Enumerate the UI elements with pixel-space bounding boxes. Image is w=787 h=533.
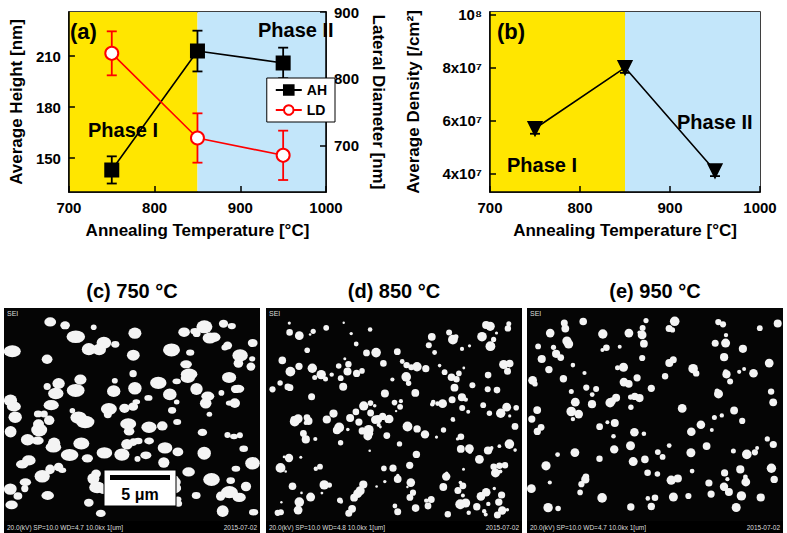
svg-text:700: 700: [56, 199, 81, 216]
svg-text:900: 900: [334, 4, 359, 21]
svg-text:20.0(kV) SP=10.0 WD=4.7 10.0kx: 20.0(kV) SP=10.0 WD=4.7 10.0kx 1[um]: [530, 524, 646, 532]
svg-text:900: 900: [657, 199, 682, 216]
svg-text:700: 700: [334, 137, 359, 154]
svg-text:Phase II: Phase II: [677, 111, 753, 133]
svg-text:2015-07-02: 2015-07-02: [486, 524, 520, 531]
svg-text:Annealing Temperature [°C]: Annealing Temperature [°C]: [86, 221, 310, 240]
svg-text:210: 210: [36, 48, 61, 65]
svg-text:20.0(kV) SP=10.0 WD=4.7 10.0kx: 20.0(kV) SP=10.0 WD=4.7 10.0kx 1[um]: [7, 524, 123, 532]
svg-text:1000: 1000: [309, 199, 342, 216]
svg-text:SEI: SEI: [7, 310, 18, 317]
svg-text:Lateral Diameter [nm]: Lateral Diameter [nm]: [369, 15, 388, 190]
svg-text:SEI: SEI: [530, 310, 541, 317]
svg-text:2015-07-02: 2015-07-02: [747, 524, 781, 531]
svg-text:SEI: SEI: [269, 310, 280, 317]
svg-text:5 μm: 5 μm: [121, 486, 158, 503]
svg-text:1000: 1000: [743, 199, 776, 216]
svg-text:20.0(kV) SP=10.0 WD=4.8 10.0kx: 20.0(kV) SP=10.0 WD=4.8 10.0kx 1[um]: [269, 524, 385, 532]
svg-text:900: 900: [228, 199, 253, 216]
svg-text:Annealing Temperature [°C]: Annealing Temperature [°C]: [513, 221, 737, 240]
svg-text:800: 800: [142, 199, 167, 216]
svg-text:10⁸: 10⁸: [458, 6, 482, 23]
svg-text:2015-07-02: 2015-07-02: [224, 524, 258, 531]
html-text:(e) 950 °C: (e) 950 °C: [609, 280, 701, 302]
svg-text:8x10⁷: 8x10⁷: [442, 59, 482, 76]
svg-text:(b): (b): [497, 19, 525, 44]
svg-text:Phase I: Phase I: [507, 154, 577, 176]
svg-text:6x10⁷: 6x10⁷: [442, 112, 482, 129]
svg-text:(a): (a): [70, 19, 97, 44]
svg-text:700: 700: [477, 199, 502, 216]
svg-text:800: 800: [334, 70, 359, 87]
svg-text:800: 800: [567, 199, 592, 216]
svg-text:4x10⁷: 4x10⁷: [442, 165, 482, 182]
svg-text:LD: LD: [307, 102, 326, 118]
svg-text:Average Height [nm]: Average Height [nm]: [7, 19, 26, 185]
svg-text:180: 180: [36, 99, 61, 116]
svg-text:Average Density [/cm²]: Average Density [/cm²]: [404, 10, 423, 194]
svg-text:Phase II: Phase II: [258, 19, 334, 41]
svg-text:AH: AH: [307, 82, 327, 98]
svg-text:Phase I: Phase I: [88, 119, 158, 141]
svg-text:150: 150: [36, 150, 61, 167]
html-text:(d) 850 °C: (d) 850 °C: [347, 280, 441, 302]
html-text:(c) 750 °C: (c) 750 °C: [86, 280, 178, 302]
